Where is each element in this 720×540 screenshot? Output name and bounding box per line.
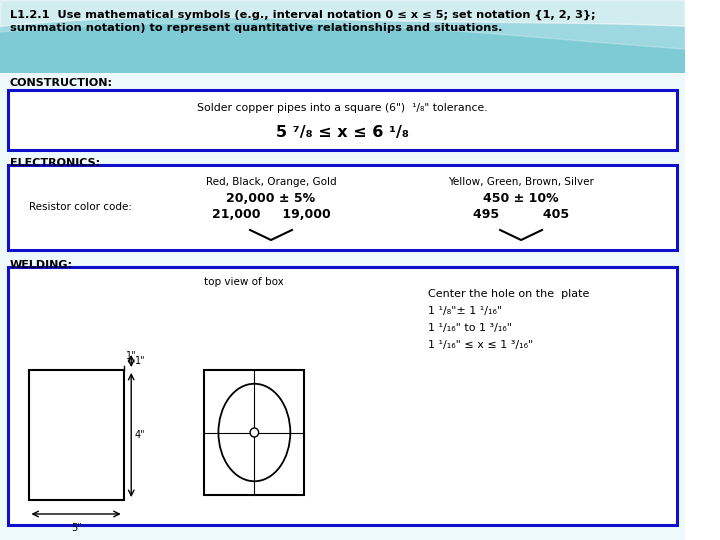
Text: 4": 4" [135, 430, 145, 440]
Text: Solder copper pipes into a square (6")  ¹/₈" tolerance.: Solder copper pipes into a square (6") ¹… [197, 103, 487, 113]
Bar [29, 370, 124, 500]
Text: L1.2.1  Use mathematical symbols (e.g., interval notation 0 ≤ x ≤ 5; set notatio: L1.2.1 Use mathematical symbols (e.g., i… [9, 10, 595, 21]
Bar [0, 73, 685, 540]
Text: 495          405: 495 405 [473, 207, 569, 220]
Text: Red, Black, Orange, Gold: Red, Black, Orange, Gold [206, 177, 336, 187]
Text: 1": 1" [125, 351, 136, 361]
FancyBboxPatch shape [8, 267, 677, 525]
Text: ELECTRONICS:: ELECTRONICS: [9, 158, 99, 168]
Text: 1 ¹/₁₆" ≤ x ≤ 1 ³/₁₆": 1 ¹/₁₆" ≤ x ≤ 1 ³/₁₆" [428, 340, 533, 350]
Text: Yellow, Green, Brown, Silver: Yellow, Green, Brown, Silver [448, 177, 594, 187]
Text: 1": 1" [135, 356, 145, 366]
Bar [204, 370, 305, 495]
Text: 5": 5" [71, 523, 81, 533]
Bar [0, 0, 685, 75]
Text: 1 ¹/₁₆" to 1 ³/₁₆": 1 ¹/₁₆" to 1 ³/₁₆" [428, 323, 512, 333]
Text: 5 ⁷/₈ ≤ x ≤ 6 ¹/₈: 5 ⁷/₈ ≤ x ≤ 6 ¹/₈ [276, 125, 409, 139]
Circle shape [250, 428, 258, 437]
Text: summation notation) to represent quantitative relationships and situations.: summation notation) to represent quantit… [9, 23, 502, 33]
Text: 1 ¹/₈"± 1 ¹/₁₆": 1 ¹/₈"± 1 ¹/₁₆" [428, 306, 502, 316]
FancyBboxPatch shape [8, 165, 677, 250]
Text: 21,000     19,000: 21,000 19,000 [212, 207, 330, 220]
Bar [0, 75, 685, 95]
Text: CONSTRUCTION:: CONSTRUCTION: [9, 78, 112, 88]
Text: WELDING:: WELDING: [9, 260, 73, 270]
Text: 20,000 ± 5%: 20,000 ± 5% [226, 192, 315, 205]
Text: Resistor color code:: Resistor color code: [29, 202, 132, 213]
Text: Center the hole on the  plate: Center the hole on the plate [428, 289, 589, 299]
Text: top view of box: top view of box [204, 277, 284, 287]
Text: 450 ± 10%: 450 ± 10% [483, 192, 559, 205]
FancyBboxPatch shape [8, 90, 677, 150]
